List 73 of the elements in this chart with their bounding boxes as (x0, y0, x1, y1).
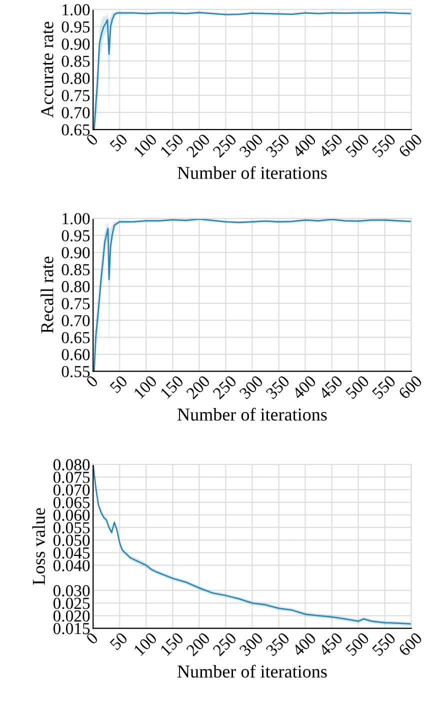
x-tick-label: 150 (160, 133, 184, 158)
x-tick-label: 50 (109, 632, 128, 650)
y-tick-label: 1.00 (62, 213, 90, 224)
x-axis-title: Number of iterations (178, 664, 327, 678)
x-tick-label: 100 (133, 632, 158, 656)
y-tick-label: 0.025 (53, 598, 90, 610)
y-tick-label: 0.95 (62, 230, 90, 242)
x-tick-label: 450 (318, 133, 344, 158)
y-tick-label: 0.040 (53, 560, 90, 572)
x-tick-label: 600 (398, 374, 423, 400)
y-tick-label: 0.95 (62, 21, 90, 33)
y-tick-label: 0.60 (62, 348, 90, 360)
x-tick-label: 350 (265, 374, 290, 400)
y-tick-label: 0.55 (62, 366, 90, 378)
y-tick-label: 0.055 (53, 522, 90, 534)
y-tick-label: 0.75 (62, 90, 90, 102)
y-tick-label: 0.70 (62, 107, 90, 118)
x-tick-label: 400 (292, 632, 317, 657)
x-tick-label: 250 (212, 632, 238, 656)
y-tick-label: 0.80 (62, 281, 90, 292)
x-tick-label: 500 (345, 133, 370, 158)
y-tick-label: 0.70 (62, 315, 90, 326)
y-tick-label: 0.065 (53, 496, 90, 508)
y-axis-title: Recall rate (40, 256, 54, 334)
y-tick-label: 0.65 (62, 332, 90, 344)
x-tick-label: 450 (318, 374, 344, 400)
y-tick-label: 0.015 (53, 622, 90, 634)
x-tick-label: 200 (186, 632, 211, 656)
y-tick-label: 0.070 (53, 484, 90, 496)
y-tick-label: 0.020 (53, 610, 90, 622)
y-tick-label: 0.90 (62, 247, 90, 258)
y-tick-label: 0.050 (53, 534, 90, 546)
x-tick-label: 550 (372, 632, 396, 656)
x-tick-label: 450 (318, 632, 344, 657)
x-axis-title: Number of iterations (178, 166, 327, 179)
y-tick-label: 1.00 (62, 4, 90, 16)
x-tick-label: 600 (398, 133, 423, 158)
x-tick-label: 600 (398, 632, 423, 657)
x-tick-label: 550 (372, 133, 396, 158)
y-tick-label: 0.75 (62, 298, 90, 310)
y-tick-label: 0.85 (62, 264, 90, 276)
x-tick-label: 250 (212, 133, 238, 158)
x-tick-label: 400 (292, 133, 317, 158)
x-tick-label: 200 (186, 374, 211, 400)
x-tick-label: 200 (186, 133, 211, 158)
y-tick-label: 0.060 (53, 510, 90, 521)
x-tick-label: 250 (212, 374, 238, 400)
y-tick-label: 0.85 (62, 56, 90, 67)
x-tick-label: 350 (265, 632, 290, 656)
y-tick-label: 0.045 (53, 547, 90, 559)
x-tick-label: 350 (265, 133, 290, 158)
y-axis-title: Loss value (32, 508, 45, 585)
x-tick-label: 150 (160, 632, 184, 656)
x-tick-label: 50 (109, 133, 128, 152)
x-tick-label: 500 (345, 632, 370, 656)
x-tick-label: 100 (133, 374, 158, 399)
y-axis-title: Accurate rate (41, 22, 54, 118)
y-tick-label: 0.90 (62, 38, 90, 50)
x-tick-label: 150 (160, 374, 184, 399)
y-tick-label: 0.075 (53, 472, 90, 484)
x-tick-label: 100 (133, 133, 158, 158)
y-tick-label: 0.80 (62, 72, 90, 84)
x-tick-label: 500 (345, 374, 370, 400)
y-tick-label: 0.030 (53, 585, 90, 596)
x-tick-label: 300 (238, 632, 264, 656)
x-tick-label: 550 (372, 374, 396, 400)
x-tick-label: 300 (238, 133, 264, 158)
x-tick-label: 50 (109, 374, 128, 394)
x-tick-label: 400 (292, 374, 317, 400)
y-tick-label: 0.080 (53, 459, 90, 470)
x-tick-label: 300 (238, 374, 264, 400)
x-axis-title: Number of iterations (178, 408, 327, 421)
y-tick-label: 0.65 (62, 124, 90, 136)
